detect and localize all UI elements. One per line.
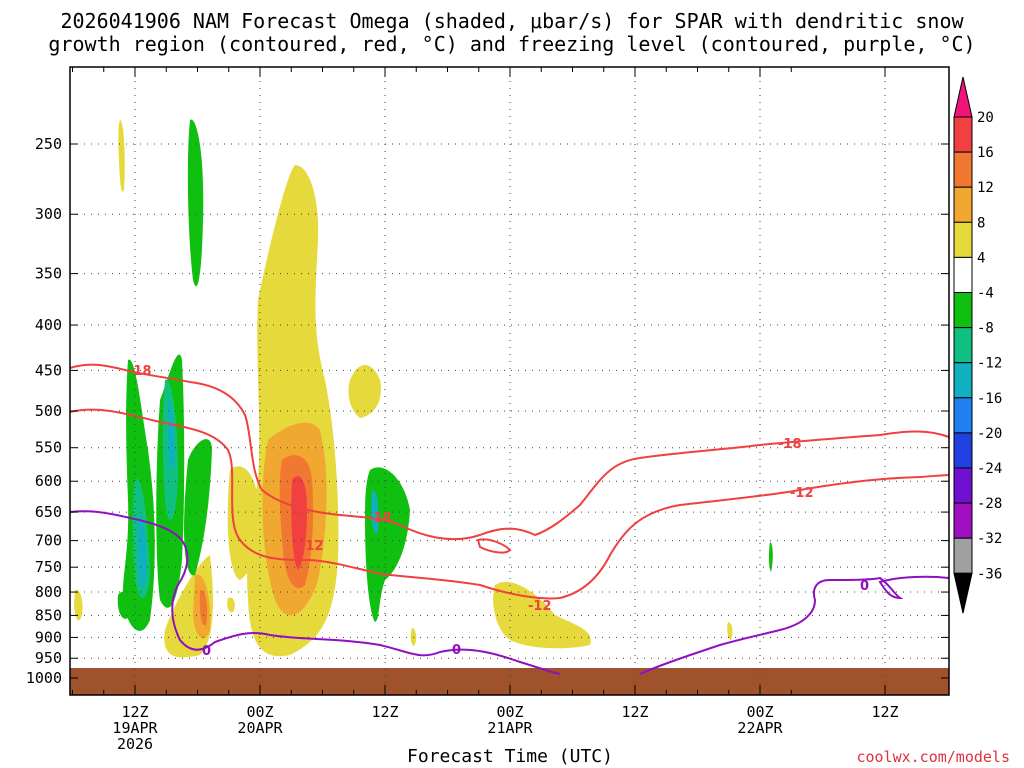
colorbar-swatch [953, 327, 973, 364]
y-tick-label: 400 [35, 316, 62, 334]
colorbar-swatch [953, 221, 973, 258]
y-tick-label: 350 [35, 265, 62, 283]
chart-title-line1: 2026041906 NAM Forecast Omega (shaded, μ… [60, 9, 964, 33]
omega-shading [74, 119, 773, 658]
colorbar-label: 20 [977, 110, 994, 126]
y-tick-label: 500 [35, 402, 62, 420]
colorbar-label: -28 [977, 496, 1002, 512]
y-tick-label: 450 [35, 361, 62, 379]
colorbar-swatch [953, 116, 973, 153]
contour-label-minus18: -18 [128, 364, 152, 379]
x-tick-label: 00Z [746, 703, 773, 721]
contour-minus12 [69, 408, 950, 600]
contour-label-minus12: -12 [300, 539, 324, 554]
y-tick-label: 700 [35, 532, 62, 550]
colorbar-label: -8 [977, 321, 994, 337]
omega-region-green [184, 439, 212, 576]
omega-region-green [768, 542, 773, 572]
omega-region-green [187, 119, 204, 287]
colorbar-label: 16 [977, 145, 994, 161]
x-tick-label: 00Z [496, 703, 523, 721]
colorbar-swatch [953, 502, 973, 539]
y-tick-label: 300 [35, 205, 62, 223]
colorbar-swatch [953, 292, 973, 329]
x-tick-label: 12Z [371, 703, 398, 721]
colorbar-swatch [953, 186, 973, 223]
omega-region-cyan [138, 514, 147, 589]
y-axis: 250 300 350 400 450 500 550 600 650 700 750 800 850 9… [26, 135, 949, 687]
x-tick-label: 20APR [237, 719, 283, 737]
colorbar-swatch [953, 397, 973, 434]
colorbar-label: 12 [977, 180, 994, 196]
credit-text: coolwx.com/models [856, 748, 1010, 766]
chart-title-line2: growth region (contoured, red, °C) and f… [48, 32, 976, 56]
contour-lines [69, 363, 950, 675]
colorbar-label: -32 [977, 531, 1002, 547]
y-tick-label: 600 [35, 472, 62, 490]
colorbar-swatch [953, 537, 973, 574]
colorbar-swatch [953, 151, 973, 188]
colorbar-label: -16 [977, 391, 1002, 407]
x-tick-label: 22APR [737, 719, 783, 737]
colorbar-label: -36 [977, 566, 1002, 582]
omega-region-cyan [168, 399, 175, 469]
omega-region-red [291, 476, 307, 570]
y-tick-label: 950 [35, 649, 62, 667]
contour-labels: -18 -18 -18 -12 -12 -12 0 0 0 [128, 364, 869, 659]
colorbar-label: -12 [977, 356, 1002, 372]
contour-minus12-loop [476, 538, 512, 554]
y-tick-label: 550 [35, 439, 62, 457]
colorbar-label: -4 [977, 286, 994, 302]
y-tick-label: 1000 [26, 669, 62, 687]
y-tick-label: 650 [35, 503, 62, 521]
contour-label-minus12: -12 [528, 599, 552, 614]
x-tick-label: 21APR [487, 719, 533, 737]
omega-region-yellow [493, 581, 591, 649]
colorbar-swatch [953, 467, 973, 504]
colorbar-swatch [953, 432, 973, 469]
contour-freezing-0-east [639, 575, 950, 675]
x-tick-label: 12Z [621, 703, 648, 721]
contour-label-zero: 0 [202, 644, 211, 659]
omega-region-yellow [727, 622, 733, 640]
colorbar-top-arrow [953, 76, 973, 118]
contour-label-minus18: -18 [368, 511, 392, 526]
contour-label-zero: 0 [860, 579, 869, 594]
y-tick-label: 250 [35, 135, 62, 153]
colorbar-label: 4 [977, 250, 985, 266]
omega-region-orange [199, 589, 208, 626]
contour-label-minus12: -12 [790, 486, 814, 501]
x-tick-label: 19APR [112, 719, 158, 737]
colorbar-label: -20 [977, 426, 1002, 442]
contour-minus18 [69, 363, 950, 541]
y-tick-label: 850 [35, 606, 62, 624]
omega-region-yellow [227, 597, 235, 613]
contour-freezing-0 [69, 510, 561, 675]
omega-region-cyan [371, 489, 379, 534]
y-tick-label: 750 [35, 558, 62, 576]
colorbar: 20 16 12 8 4 -4 -8 -12 -16 -20 -24 -28 -32 -36 [953, 76, 1002, 614]
x-tick-label: 12Z [871, 703, 898, 721]
y-tick-label: 800 [35, 583, 62, 601]
colorbar-label: -24 [977, 461, 1002, 477]
x-tick-label: 00Z [246, 703, 273, 721]
y-tick-label: 900 [35, 628, 62, 646]
colorbar-label: 8 [977, 215, 985, 231]
colorbar-bottom-arrow [953, 572, 973, 614]
omega-region-yellow [348, 365, 381, 418]
omega-region-yellow [118, 120, 125, 192]
omega-region-yellow [74, 589, 83, 621]
x-tick-label: 2026 [117, 735, 153, 753]
contour-label-minus18: -18 [778, 437, 802, 452]
omega-region-green [117, 591, 131, 619]
colorbar-swatch [953, 256, 973, 293]
x-axis-label: Forecast Time (UTC) [407, 746, 613, 767]
contour-label-zero: 0 [452, 643, 461, 658]
omega-region-green [365, 467, 410, 622]
colorbar-swatch [953, 362, 973, 399]
x-tick-label: 12Z [121, 703, 148, 721]
